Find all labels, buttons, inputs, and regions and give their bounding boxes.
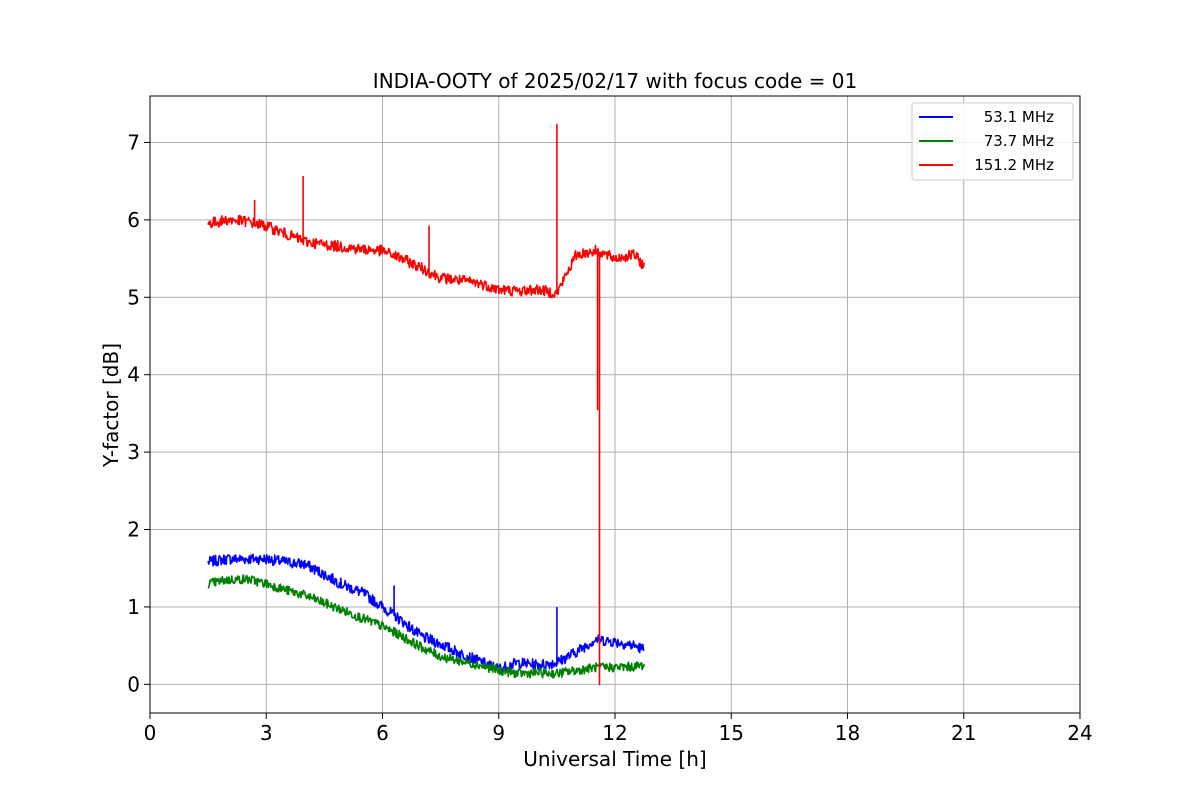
- series-line: [207, 123, 645, 686]
- x-tick-label: 9: [492, 721, 505, 745]
- y-tick-label: 0: [127, 672, 140, 696]
- x-tick-label: 18: [835, 721, 860, 745]
- chart-title: INDIA-OOTY of 2025/02/17 with focus code…: [373, 69, 857, 93]
- series-line: [207, 553, 645, 674]
- y-tick-label: 2: [127, 518, 140, 542]
- x-tick-label: 6: [376, 721, 389, 745]
- x-tick-label: 15: [719, 721, 744, 745]
- x-tick-label: 21: [951, 721, 976, 745]
- y-tick-label: 4: [127, 363, 140, 387]
- y-tick-label: 1: [127, 595, 140, 619]
- x-tick-label: 24: [1067, 721, 1092, 745]
- legend-label: 53.1 MHz: [984, 108, 1054, 126]
- legend: 53.1 MHz 73.7 MHz 151.2 MHz: [911, 102, 1074, 181]
- grid: [149, 96, 1081, 713]
- x-tick-label: 0: [144, 721, 157, 745]
- series-line: [207, 574, 645, 679]
- x-axis-title: Universal Time [h]: [523, 747, 706, 771]
- y-tick-label: 6: [127, 208, 140, 232]
- y-tick-label: 7: [127, 130, 140, 154]
- legend-label: 73.7 MHz: [984, 132, 1054, 150]
- series-lines: [207, 123, 645, 686]
- y-tick-label: 5: [127, 285, 140, 309]
- y-axis-title: Y-factor [dB]: [99, 343, 123, 468]
- legend-label: 151.2 MHz: [974, 156, 1054, 174]
- y-tick-label: 3: [127, 440, 140, 464]
- legend-box: [911, 102, 1074, 181]
- x-tick-label: 3: [260, 721, 273, 745]
- x-tick-label: 12: [602, 721, 627, 745]
